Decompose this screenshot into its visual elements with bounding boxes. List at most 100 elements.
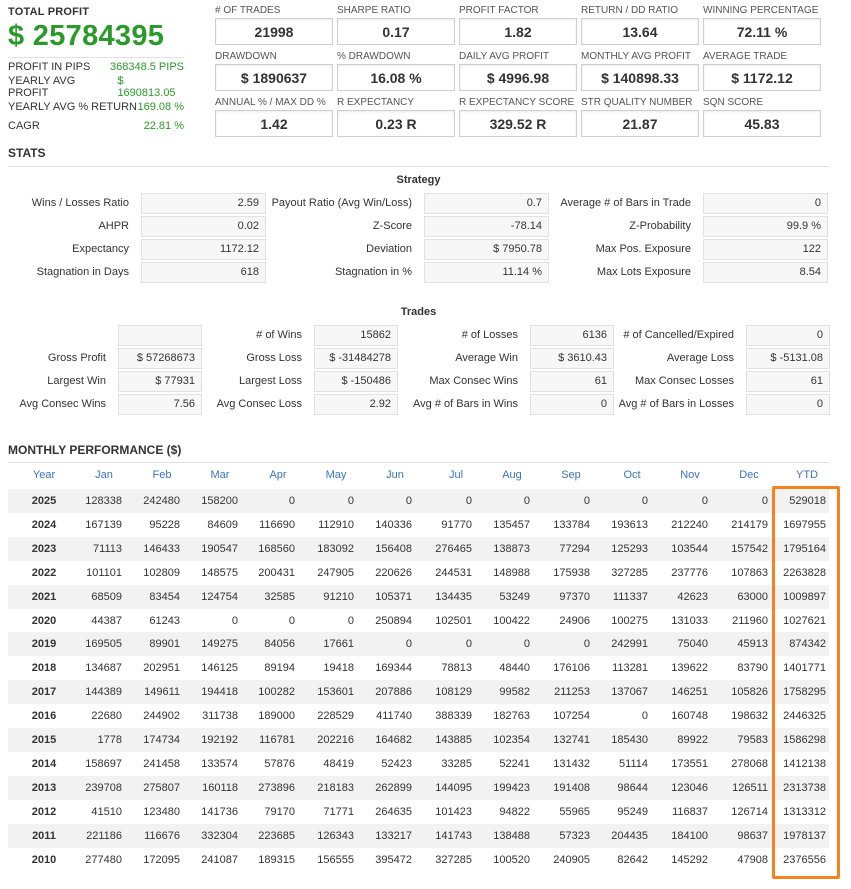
month-cell: 202951: [143, 662, 180, 675]
year-cell: 2017: [31, 686, 57, 699]
summary-row: CAGR 22.81 %: [8, 117, 184, 137]
stat-value: 618: [141, 262, 266, 283]
stat-field: Max Lots Exposure 8.54: [597, 262, 828, 283]
stat-value: 0: [703, 193, 828, 214]
month-cell: 223685: [258, 829, 295, 842]
stat-value: 15862: [314, 325, 398, 346]
month-cell: 176106: [553, 662, 590, 675]
month-cell: 175938: [553, 566, 590, 579]
metric-card: SHARPE RATIO 0.17: [337, 5, 455, 45]
month-cell: 275807: [143, 781, 180, 794]
table-row: 2013 239708 275807 160118 273896 218183 262899…: [8, 775, 829, 800]
month-cell: 55965: [559, 805, 590, 818]
stat-label: Deviation: [366, 243, 412, 255]
month-cell: 1778: [97, 734, 122, 746]
stat-field: # of Wins 15862: [256, 325, 398, 346]
month-cell: 242991: [611, 638, 648, 651]
year-cell: 2022: [31, 566, 57, 579]
month-cell: 24906: [559, 614, 590, 627]
metric-value: 72.11 %: [703, 18, 821, 45]
year-cell: 2024: [31, 518, 57, 531]
month-cell: 47908: [737, 853, 768, 866]
month-cell: 134687: [85, 662, 122, 675]
ytd-cell: 2263828: [783, 566, 826, 579]
stat-field: # of Cancelled/Expired 0: [623, 325, 830, 346]
ytd-cell: 529018: [789, 495, 826, 507]
month-cell: 204435: [611, 829, 648, 842]
stats-divider: [8, 166, 829, 167]
month-cell: 157542: [731, 542, 768, 555]
stat-label: Wins / Losses Ratio: [31, 197, 129, 209]
metric-value: $ 140898.33: [581, 64, 699, 91]
ytd-cell: 1401771: [783, 662, 826, 675]
stat-value: 6136: [530, 325, 614, 346]
stat-field: Largest Win $ 77931: [47, 371, 202, 392]
month-cell: 126714: [731, 805, 768, 818]
month-cell: 107254: [553, 710, 590, 723]
metric-card: R EXPECTANCY SCORE 329.52 R: [459, 97, 577, 137]
stat-value: 61: [746, 371, 830, 392]
month-cell: 45913: [737, 638, 768, 651]
table-row: 2016 22680 244902 311738 189000 228529 411740 3…: [8, 704, 829, 728]
stat-label: Max Lots Exposure: [596, 266, 691, 278]
metric-card: # OF TRADES 21998: [215, 5, 333, 45]
metric-value: 21.87: [581, 110, 699, 137]
month-cell: 192192: [201, 734, 238, 746]
month-cell: 79170: [264, 805, 295, 818]
month-cell: 145292: [671, 853, 708, 866]
month-cell: 411740: [376, 710, 412, 723]
ytd-cell: 1009897: [783, 590, 826, 603]
summary-label: PROFIT IN PIPS: [8, 61, 91, 74]
month-cell: 0: [465, 638, 472, 651]
monthly-column-header: Nov: [680, 469, 700, 481]
table-row: 2021 68509 83454 124754 32585 91210 105371 1344…: [8, 584, 829, 609]
year-cell: 2019: [31, 638, 57, 651]
year-cell: 2025: [31, 495, 57, 507]
summary-list: PROFIT IN PIPS 368348.5 PIPS YEARLY AVG …: [8, 57, 184, 137]
month-cell: 0: [523, 495, 530, 507]
month-cell: 116781: [259, 734, 295, 746]
summary-row: YEARLY AVG % RETURN 169.08 %: [8, 97, 184, 118]
month-cell: 242480: [143, 495, 180, 507]
month-cell: 102501: [435, 614, 472, 627]
stat-label: Avg Consec Loss: [216, 398, 302, 410]
ytd-cell: 1027621: [783, 614, 826, 627]
month-cell: 247905: [317, 566, 354, 579]
month-cell: 168560: [258, 542, 295, 555]
month-cell: 0: [641, 495, 648, 507]
stat-label: Max Pos. Exposure: [595, 243, 691, 255]
trades-title: Trades: [400, 306, 437, 318]
metric-label: WINNING PERCENTAGE: [703, 5, 819, 16]
stat-value: 99.9 %: [703, 216, 828, 237]
month-cell: 133574: [201, 757, 238, 770]
stat-field: Average Loss $ -5131.08: [667, 348, 830, 369]
month-cell: 101423: [435, 805, 472, 818]
month-cell: 75040: [677, 638, 708, 651]
stat-field: Wins / Losses Ratio 2.59: [32, 193, 266, 214]
metric-value: 1.42: [215, 110, 333, 137]
stat-value: $ 77931: [118, 371, 202, 392]
month-cell: 141743: [435, 829, 472, 842]
month-cell: 138488: [493, 829, 530, 842]
stat-value: $ -5131.08: [746, 348, 830, 369]
total-profit-label: TOTAL PROFIT: [8, 6, 90, 18]
month-cell: 89901: [149, 638, 180, 651]
month-cell: 169344: [375, 662, 412, 675]
month-cell: 199423: [493, 781, 530, 794]
month-cell: 0: [347, 495, 354, 507]
metric-label: RETURN / DD RATIO: [581, 5, 679, 16]
year-cell: 2011: [32, 829, 56, 842]
metric-value: 0.23 R: [337, 110, 455, 137]
table-row: 2019 169505 89901 149275 84056 17661 0 0 0 0 24299…: [8, 632, 829, 657]
month-cell: 82642: [617, 853, 648, 866]
stat-field: Max Consec Losses 61: [635, 371, 830, 392]
metric-value: $ 1890637: [215, 64, 333, 91]
stat-value: 1172.12: [141, 239, 266, 260]
month-cell: 148575: [201, 566, 238, 579]
stat-label: Largest Win: [47, 375, 106, 387]
stat-field: Stagnation in % 11.14 %: [335, 262, 549, 283]
stat-value: 11.14 %: [424, 262, 549, 283]
stat-field: Avg Consec Wins 7.56: [19, 394, 202, 415]
stat-field: Z-Probability 99.9 %: [629, 216, 828, 237]
metric-card: DRAWDOWN $ 1890637: [215, 51, 333, 91]
